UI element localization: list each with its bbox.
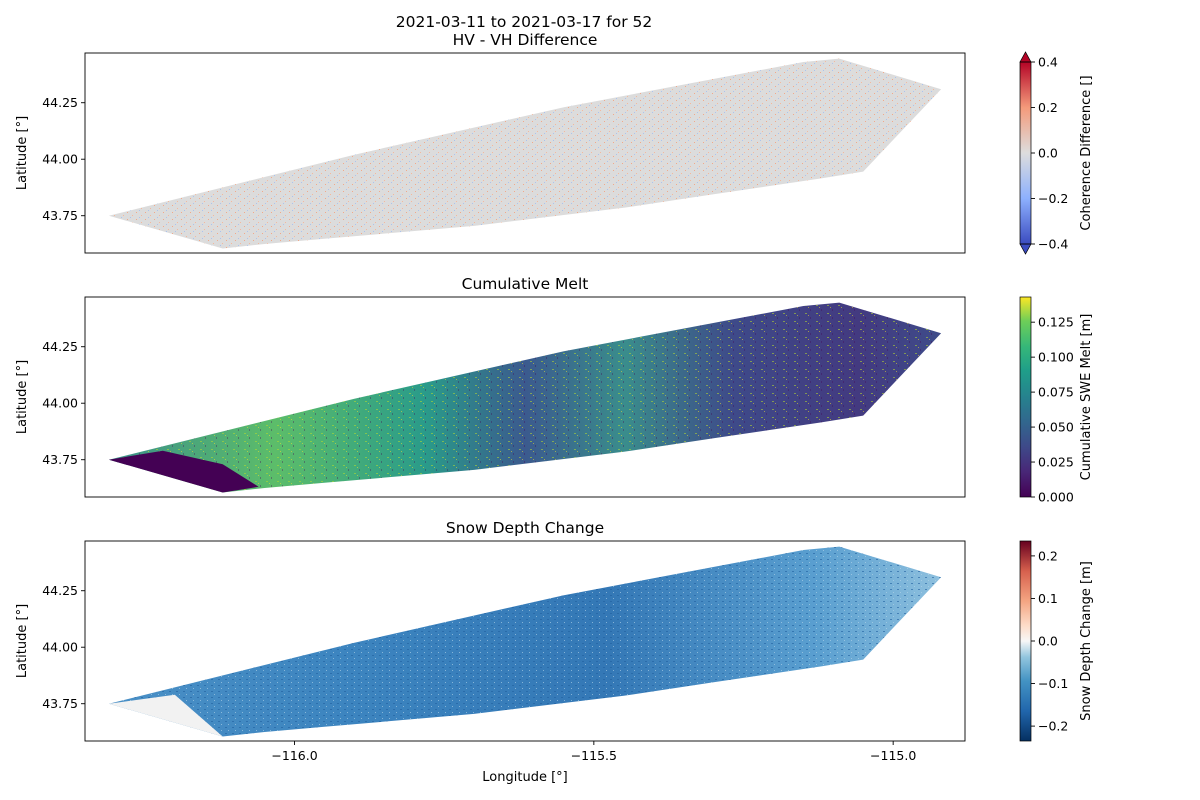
y-tick-label: 43.75 (42, 208, 78, 223)
colorbar-tick-label: 0.2 (1038, 548, 1058, 563)
y-axis-label: Latitude [°] (15, 604, 30, 678)
colorbar-tick-label: 0.050 (1038, 420, 1074, 435)
colorbar-tick-label: 0.075 (1038, 385, 1074, 400)
y-tick-label: 43.75 (42, 452, 78, 467)
y-tick-label: 44.25 (42, 583, 78, 598)
y-axis-label: Latitude [°] (15, 116, 30, 190)
y-tick-label: 44.25 (42, 95, 78, 110)
panel-title: Snow Depth Change (446, 519, 604, 537)
x-axis-label: Longitude [°] (482, 770, 567, 785)
y-tick-label: 43.75 (42, 696, 78, 711)
panel-2: Cumulative Melt 43.75 44.00 44.25 Latitude [… (15, 275, 1094, 505)
y-axis-label: Latitude [°] (15, 360, 30, 434)
axes-frame (84, 296, 966, 498)
panels-group: HV - VH Difference 43.75 44.00 44.25 Latitud… (15, 31, 1094, 785)
colorbar-gradient (1020, 297, 1031, 497)
colorbar-frame (1019, 296, 1032, 498)
figure-title: 2021-03-11 to 2021-03-17 for 52 (396, 13, 652, 31)
panel-3: Snow Depth Change 43.75 44.00 44.25 Latitude… (15, 519, 1094, 785)
colorbar-tick-label: −0.4 (1038, 237, 1068, 252)
swath-texture (108, 58, 942, 249)
panel-title: Cumulative Melt (462, 275, 589, 293)
colorbar-tick-label: 0.025 (1038, 455, 1074, 470)
colorbar-tick-label: −0.2 (1038, 191, 1068, 206)
colorbar-tick-label: 0.000 (1038, 490, 1074, 505)
colorbar-tick-label: −0.2 (1038, 719, 1068, 734)
panel-title: HV - VH Difference (453, 31, 598, 49)
no-change-region (108, 694, 223, 737)
colorbar-tick-label: 0.0 (1038, 146, 1058, 161)
low-melt-region (108, 450, 259, 493)
x-tick-label: −115.0 (870, 748, 916, 763)
axes-frame (84, 540, 966, 742)
colorbar-tick-label: 0.125 (1038, 315, 1074, 330)
x-tick-label: −115.5 (571, 748, 617, 763)
colorbar-tick-label: 0.2 (1038, 100, 1058, 115)
colorbar: −0.4 −0.2 0.0 0.2 0.4 Coherence Difference [] (1019, 51, 1094, 255)
colorbar-tick-label: −0.1 (1038, 676, 1068, 691)
colorbar-label: Snow Depth Change [m] (1079, 561, 1094, 721)
colorbar-gradient (1020, 62, 1031, 244)
colorbar-extend-max (1019, 51, 1032, 63)
colorbar: 0.000 0.025 0.050 0.075 0.100 0.125 Cumulative… (1019, 296, 1094, 505)
panel-1: HV - VH Difference 43.75 44.00 44.25 Latitud… (15, 31, 1094, 255)
axes-frame (84, 52, 966, 254)
colorbar-tick-label: 0.4 (1038, 55, 1058, 70)
colorbar-tick-label: 0.0 (1038, 634, 1058, 649)
swath-texture (108, 546, 942, 737)
y-tick-label: 44.25 (42, 339, 78, 354)
colorbar-label: Cumulative SWE Melt [m] (1079, 314, 1094, 481)
y-tick-label: 44.00 (42, 396, 78, 411)
colorbar-extend-min (1019, 243, 1032, 255)
colorbar-gradient (1020, 541, 1031, 741)
y-tick-label: 44.00 (42, 640, 78, 655)
colorbar-tick-label: 0.100 (1038, 350, 1074, 365)
colorbar-label: Coherence Difference [] (1079, 75, 1094, 230)
swath-texture (108, 302, 942, 493)
colorbar: −0.2 −0.1 0.0 0.1 0.2 Snow Depth Change [m] (1019, 540, 1094, 742)
y-tick-label: 44.00 (42, 152, 78, 167)
colorbar-tick-label: 0.1 (1038, 591, 1058, 606)
x-tick-label: −116.0 (271, 748, 317, 763)
